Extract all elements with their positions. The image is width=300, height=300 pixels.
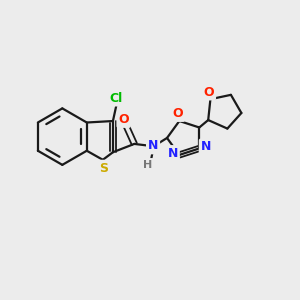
- Text: N: N: [201, 140, 211, 154]
- Text: S: S: [99, 162, 108, 175]
- Text: N: N: [168, 147, 178, 160]
- Text: O: O: [118, 113, 129, 126]
- Text: Cl: Cl: [110, 92, 123, 105]
- Text: H: H: [143, 160, 152, 170]
- Text: O: O: [172, 107, 183, 120]
- Text: N: N: [148, 140, 158, 152]
- Text: O: O: [204, 85, 214, 99]
